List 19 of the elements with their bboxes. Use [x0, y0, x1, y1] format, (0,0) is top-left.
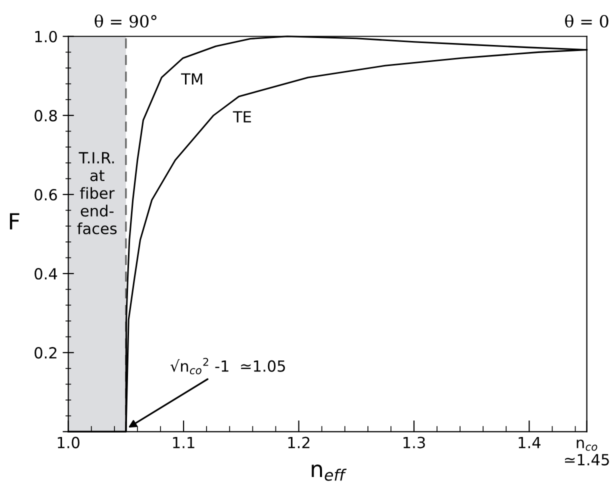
y-tick-label: 0.4 — [34, 268, 58, 280]
series-label: TE — [232, 111, 251, 122]
y-tick-label: 0.2 — [34, 347, 56, 359]
text: θ = 90° — [94, 14, 156, 28]
y-tick-label: 1.0 — [35, 30, 57, 42]
y-tick-label: 0.6 — [34, 188, 57, 201]
x-tick-label: 1.2 — [288, 436, 310, 448]
x-tick-label: 1.4 — [518, 436, 540, 448]
x-axis-title: n$_{eff}$ — [312, 464, 347, 481]
y-tick-label: 0.8 — [34, 110, 57, 122]
x-tick-label: 1.3 — [404, 436, 425, 448]
annotation: √n$_{co}$$^{2}$ -1 ≃1.05 — [170, 358, 285, 374]
text: θ = 0 — [565, 14, 608, 28]
x-tick-label: 1.0 — [58, 436, 80, 448]
band-label: T.I.R. at fiber end- faces — [77, 152, 117, 234]
x-tick-label: n$_{co}$ ≃1.45 — [565, 440, 609, 466]
x-tick-label: 1.1 — [173, 436, 194, 448]
y-axis-title: F — [10, 213, 20, 230]
series-label: TM — [181, 73, 202, 84]
